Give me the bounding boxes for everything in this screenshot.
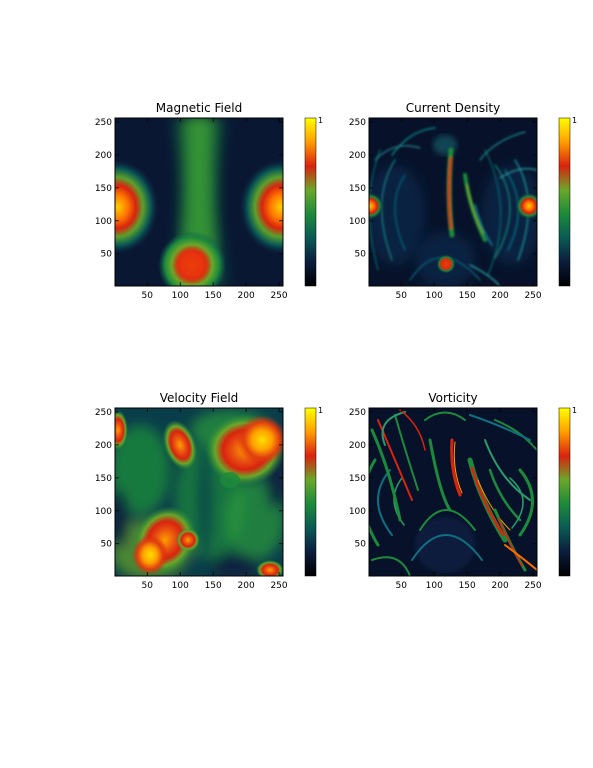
y-tick-label: 200 bbox=[95, 441, 112, 451]
y-tick-label: 50 bbox=[355, 250, 367, 260]
heatmap-image bbox=[115, 408, 283, 576]
axes: 50 100 150 200 250 50 100 150 200 250 bbox=[95, 408, 288, 591]
heatmap-image bbox=[369, 118, 537, 286]
panel-title: Current Density bbox=[406, 101, 501, 115]
x-tick-label: 100 bbox=[426, 581, 443, 591]
panel-vorticity: Vorticity bbox=[349, 391, 577, 591]
x-tick-label: 250 bbox=[270, 291, 287, 301]
y-tick-label: 200 bbox=[349, 441, 366, 451]
colorbar: 1 bbox=[304, 406, 323, 577]
y-tick-label: 100 bbox=[349, 507, 366, 517]
colorbar-top-label: 1 bbox=[318, 116, 323, 125]
y-tick-label: 200 bbox=[95, 151, 112, 161]
x-tick-label: 50 bbox=[396, 291, 408, 301]
y-tick-label: 150 bbox=[95, 474, 112, 484]
x-tick-label: 150 bbox=[459, 581, 476, 591]
y-tick-label: 250 bbox=[95, 408, 112, 418]
x-tick-label: 250 bbox=[524, 581, 541, 591]
x-tick-label: 100 bbox=[172, 291, 189, 301]
plot-frame bbox=[114, 407, 284, 577]
panel-current-density: Current Density bbox=[349, 101, 577, 301]
y-tick-label: 50 bbox=[101, 250, 113, 260]
x-tick-label: 150 bbox=[205, 581, 222, 591]
y-tick-label: 50 bbox=[355, 540, 367, 550]
x-tick-label: 200 bbox=[492, 581, 509, 591]
x-tick-label: 200 bbox=[238, 581, 255, 591]
panel-title: Vorticity bbox=[428, 391, 477, 405]
y-tick-label: 100 bbox=[95, 507, 112, 517]
x-tick-label: 150 bbox=[205, 291, 222, 301]
colorbar-top-label: 1 bbox=[318, 406, 323, 415]
heatmap-image bbox=[369, 408, 537, 576]
colorbar: 1 bbox=[304, 116, 323, 287]
plot-frame bbox=[114, 117, 284, 287]
y-tick-label: 100 bbox=[95, 217, 112, 227]
x-tick-label: 150 bbox=[459, 291, 476, 301]
x-tick-label: 50 bbox=[142, 291, 154, 301]
x-tick-label: 50 bbox=[142, 581, 154, 591]
x-tick-label: 250 bbox=[270, 581, 287, 591]
x-tick-label: 250 bbox=[524, 291, 541, 301]
axes: 50 100 150 200 250 50 100 150 200 250 bbox=[349, 118, 542, 301]
x-tick-label: 200 bbox=[492, 291, 509, 301]
y-tick-label: 250 bbox=[95, 118, 112, 128]
x-tick-label: 100 bbox=[426, 291, 443, 301]
y-tick-label: 250 bbox=[349, 118, 366, 128]
colorbar-top-label: 1 bbox=[572, 406, 577, 415]
x-tick-label: 100 bbox=[172, 581, 189, 591]
y-tick-label: 150 bbox=[349, 474, 366, 484]
colorbar: 1 bbox=[558, 406, 577, 577]
axes: 50 100 150 200 250 50 100 150 200 250 bbox=[349, 408, 542, 591]
x-tick-label: 50 bbox=[396, 581, 408, 591]
colorbar-top-label: 1 bbox=[572, 116, 577, 125]
plot-frame bbox=[368, 117, 538, 287]
y-tick-label: 250 bbox=[349, 408, 366, 418]
y-tick-label: 50 bbox=[101, 540, 113, 550]
y-tick-label: 200 bbox=[349, 151, 366, 161]
panel-velocity-field: Velocity Field 5 bbox=[95, 391, 323, 591]
colorbar: 1 bbox=[558, 116, 577, 287]
y-tick-label: 100 bbox=[349, 217, 366, 227]
y-tick-label: 150 bbox=[95, 184, 112, 194]
x-tick-label: 200 bbox=[238, 291, 255, 301]
panel-title: Velocity Field bbox=[160, 391, 239, 405]
axes: 50 100 150 200 250 50 100 150 200 250 bbox=[95, 118, 288, 301]
panel-title: Magnetic Field bbox=[156, 101, 242, 115]
plot-frame bbox=[368, 407, 538, 577]
y-tick-label: 150 bbox=[349, 184, 366, 194]
panel-magnetic-field: Magnetic Field 50 100 150 200 250 50 100 150 200… bbox=[95, 101, 323, 301]
heatmap-image bbox=[115, 118, 283, 286]
